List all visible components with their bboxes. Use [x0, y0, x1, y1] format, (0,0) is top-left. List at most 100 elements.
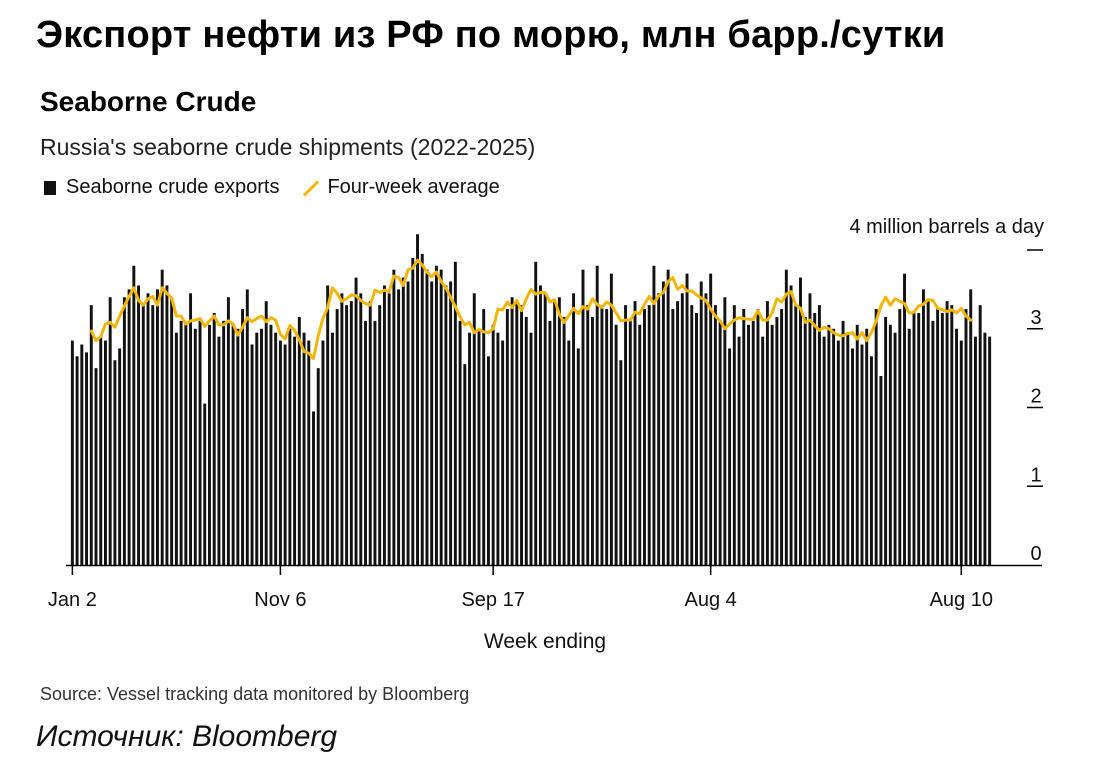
bar — [973, 336, 977, 566]
bar — [312, 411, 315, 565]
x-tick-label: Aug 4 — [685, 589, 737, 611]
bar — [624, 305, 628, 566]
bar — [643, 309, 646, 565]
bar — [638, 324, 642, 565]
bar — [813, 313, 817, 565]
bar — [226, 297, 230, 565]
bar — [288, 328, 292, 565]
bar — [628, 320, 632, 566]
bar — [988, 336, 992, 566]
bar — [969, 289, 973, 566]
legend-bars-label: Seaborne crude exports — [66, 176, 280, 198]
y-tick-label: 2 — [1030, 386, 1041, 408]
bar — [576, 348, 580, 565]
bar — [713, 305, 717, 566]
bar — [198, 320, 202, 566]
bar — [836, 340, 840, 565]
bar — [260, 328, 263, 565]
bar — [349, 301, 353, 565]
bar — [903, 273, 906, 566]
bar — [255, 332, 259, 565]
bar — [486, 356, 490, 565]
y-tick-label: 3 — [1030, 307, 1041, 329]
bar — [581, 269, 585, 565]
bar — [846, 332, 850, 565]
bar — [406, 281, 410, 565]
bar — [695, 313, 698, 565]
bar — [378, 305, 382, 566]
bar — [619, 360, 623, 565]
footer-source: Источник: Bloomberg — [36, 720, 338, 753]
bar — [723, 297, 727, 565]
bar — [676, 301, 680, 565]
bar — [482, 309, 486, 565]
bar — [799, 277, 802, 565]
bar — [874, 309, 878, 565]
x-tick-label: Nov 6 — [254, 589, 306, 611]
bar — [761, 336, 765, 566]
bar — [959, 340, 963, 565]
bar — [141, 305, 145, 566]
bar — [430, 281, 434, 565]
bar — [666, 269, 670, 565]
bar — [411, 257, 415, 566]
bar — [879, 376, 883, 565]
bar — [888, 324, 892, 565]
bar — [562, 316, 566, 565]
bar — [444, 285, 448, 565]
bar — [458, 320, 462, 566]
bar — [699, 281, 703, 565]
bar — [104, 340, 107, 565]
bar — [680, 293, 684, 565]
bar — [614, 324, 618, 565]
y-axis-unit-label: 4 million barrels a day — [849, 216, 1044, 238]
bar — [174, 332, 178, 565]
bar-series — [70, 234, 992, 566]
bar — [316, 368, 320, 566]
bar — [85, 352, 89, 566]
bar — [241, 309, 245, 565]
bar — [572, 293, 576, 565]
bar — [841, 320, 845, 566]
bar — [335, 309, 339, 565]
y-tick-label: 0 — [1030, 543, 1041, 565]
bar — [647, 305, 651, 566]
bar — [827, 324, 831, 565]
bar — [567, 340, 571, 565]
bar — [269, 324, 273, 565]
bar — [652, 265, 656, 565]
bar — [297, 316, 301, 565]
bar — [822, 336, 826, 566]
bar — [817, 305, 821, 566]
bar — [212, 313, 216, 565]
bar — [340, 293, 344, 565]
bar — [510, 297, 514, 565]
bar — [955, 328, 958, 565]
bar — [940, 313, 944, 565]
x-tick-label: Aug 10 — [930, 589, 993, 611]
bar — [936, 309, 940, 565]
bar — [283, 344, 287, 565]
x-axis-title: Week ending — [483, 630, 607, 653]
bar — [553, 301, 557, 565]
bar — [931, 320, 935, 566]
bar — [917, 313, 921, 565]
bar — [179, 320, 183, 566]
x-tick-label: Sep 17 — [461, 589, 524, 611]
bar — [557, 297, 561, 565]
bar — [709, 273, 713, 566]
bar — [524, 316, 528, 565]
bar — [907, 328, 911, 565]
bar — [392, 269, 396, 565]
bar — [921, 289, 925, 566]
bar — [496, 332, 500, 565]
bar — [416, 234, 419, 565]
chart-subtitle: Russia's seaborne crude shipments (2022-… — [40, 134, 536, 160]
chart-title: Seaborne Crude — [40, 86, 257, 117]
bar — [453, 261, 457, 565]
bar — [354, 277, 358, 565]
bar — [926, 301, 930, 565]
bar — [978, 305, 982, 566]
y-tick-label: 1 — [1030, 464, 1041, 486]
